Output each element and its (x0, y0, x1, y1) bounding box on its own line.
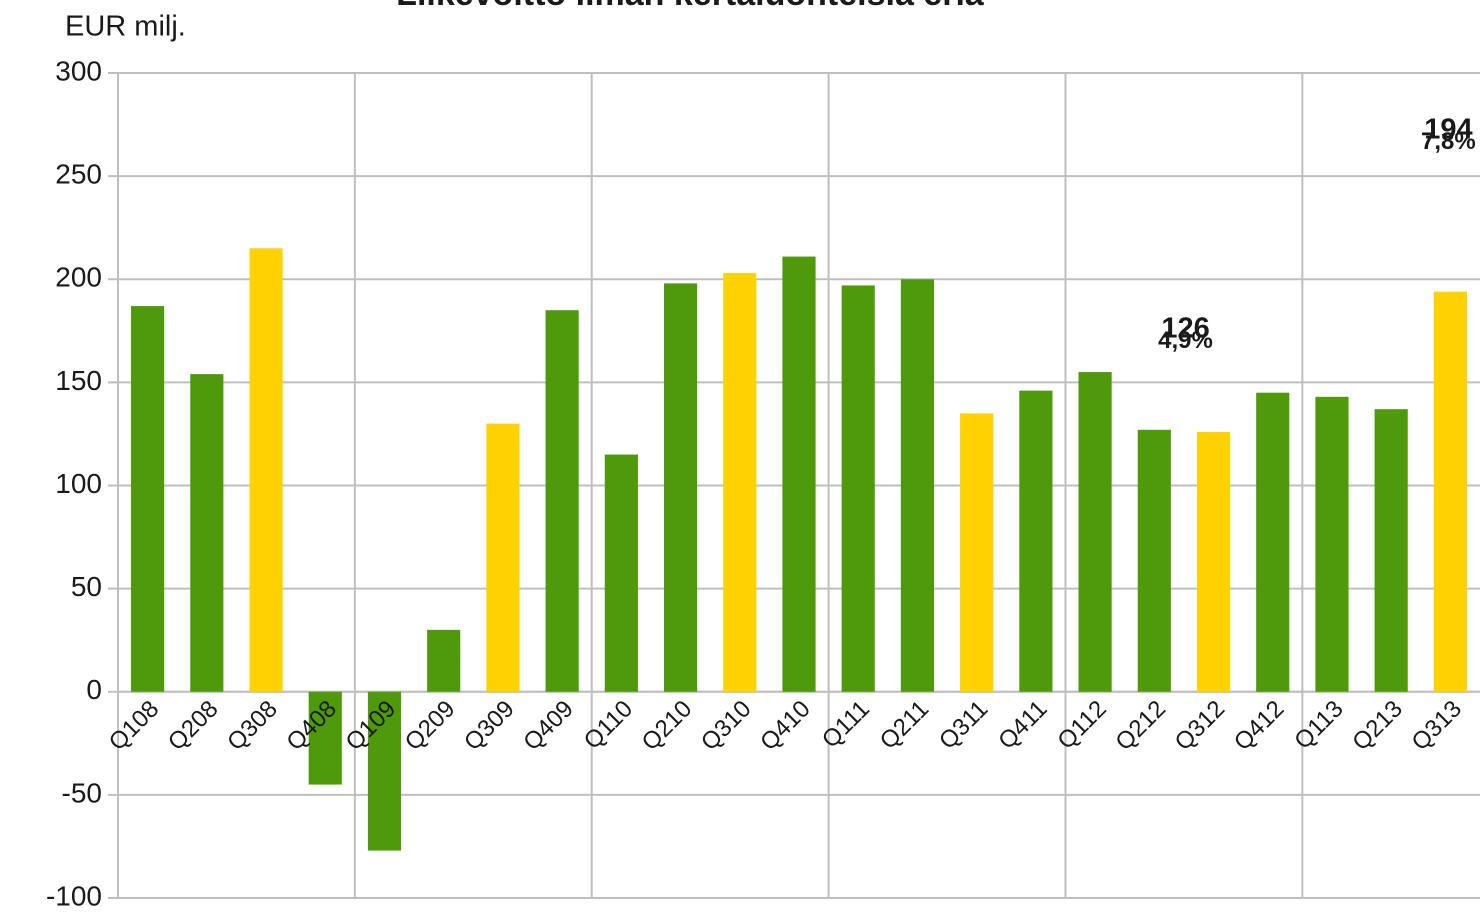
bar (545, 310, 579, 692)
bar (663, 283, 698, 692)
x-tick-label: Q210 (637, 695, 698, 756)
x-tick-label: Q212 (1110, 695, 1171, 756)
y-tick-label: 300 (55, 55, 102, 86)
bar (1433, 291, 1467, 692)
x-tick-label: Q412 (1229, 695, 1290, 756)
x-tick-label: Q309 (459, 695, 520, 756)
chart-title: Liikevoitto ilman kertaluonteisia eriä (396, 0, 984, 13)
margin-label: 4,9% (1158, 327, 1213, 354)
bar (1374, 409, 1408, 692)
y-tick-label: -50 (62, 777, 102, 808)
x-tick-label: Q409 (518, 695, 579, 756)
bar (427, 629, 461, 692)
bar (900, 279, 935, 692)
bar (367, 691, 402, 851)
x-tick-label: Q313 (1407, 695, 1468, 756)
y-axis-label: EUR milj. (65, 11, 186, 43)
y-tick-label: 0 (86, 674, 102, 705)
bar (1078, 372, 1112, 692)
bar (486, 423, 520, 692)
bar (308, 691, 342, 785)
x-tick-label: Q410 (755, 695, 816, 756)
margin-label: 7,8% (1421, 128, 1476, 155)
x-tick-label: Q110 (579, 695, 638, 754)
y-tick-label: -100 (46, 880, 102, 911)
y-tick-label: 100 (55, 468, 102, 499)
x-tick-label: Q111 (817, 695, 875, 753)
bar (1019, 390, 1053, 692)
x-tick-label: Q213 (1347, 695, 1408, 756)
x-tick-label: Q209 (400, 695, 461, 756)
bar (1196, 431, 1231, 692)
bar (960, 413, 994, 692)
bar (1137, 429, 1171, 692)
bar (723, 273, 757, 692)
x-tick-label: Q211 (875, 695, 934, 754)
bar (131, 306, 165, 692)
x-tick-label: Q411 (993, 695, 1052, 754)
y-tick-label: 150 (55, 365, 102, 396)
bar (841, 285, 875, 692)
bar (190, 374, 224, 692)
x-tick-label: Q311 (934, 695, 993, 754)
y-tick-label: 50 (71, 571, 102, 602)
x-tick-label: Q310 (696, 695, 757, 756)
bar (782, 256, 816, 692)
x-tick-label: Q108 (104, 695, 165, 756)
y-tick-label: 250 (55, 159, 102, 190)
x-tick-label: Q113 (1289, 695, 1348, 754)
bar (1256, 392, 1290, 692)
x-tick-label: Q112 (1052, 695, 1111, 754)
x-tick-label: Q312 (1170, 695, 1231, 756)
bar (249, 248, 283, 692)
bar (604, 454, 638, 692)
y-tick-label: 200 (55, 262, 102, 293)
value-label: 194 (1424, 113, 1472, 145)
x-tick-label: Q208 (163, 695, 224, 756)
x-tick-label: Q308 (222, 695, 283, 756)
bar (1315, 396, 1349, 692)
value-label: 126 (1161, 313, 1209, 345)
